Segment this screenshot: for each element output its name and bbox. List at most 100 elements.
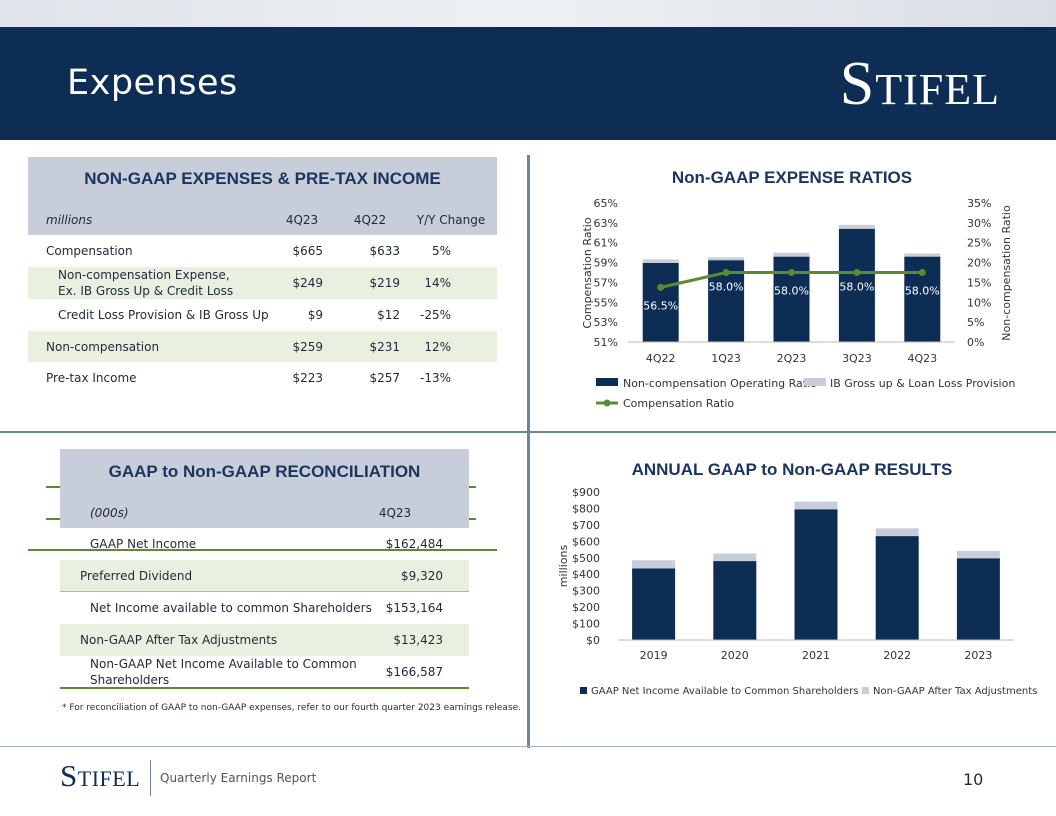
x-tick-label: 2Q23 [777,352,807,365]
cell-4q22: $12 [377,308,400,322]
top-band [0,0,1056,27]
column-header: Y/Y Change [416,213,486,227]
row-label: Preferred Dividend [80,569,193,583]
compensation-ratio-point [853,269,861,276]
data-label: 58.0% [774,285,809,298]
x-tick-label: 4Q22 [646,352,676,365]
y-tick-label: 63% [594,217,618,230]
table-row: Net Income available to common Sharehold… [60,592,469,624]
row-label: Net Income available to common Sharehold… [90,601,372,615]
cell-change: -13% [419,371,451,385]
cell-change: -25% [419,308,451,322]
bar-noncomp-ratio [642,262,679,342]
table-header: GAAP to Non-GAAP RECONCILIATION (000s) 4… [60,449,469,528]
y-tick-label: $400 [572,568,600,581]
footer-text: Quarterly Earnings Report [160,771,317,785]
bar-non-gaap-adjustment [632,560,676,569]
cell-4q22: $219 [369,276,400,290]
legend-label: Non-compensation Operating Ratio [623,377,817,390]
data-label: 56.5% [643,299,678,312]
table-header: NON-GAAP EXPENSES & PRE-TAX INCOME milli… [28,157,497,235]
bar-noncomp-ratio [904,256,941,342]
y-tick-label: $900 [572,486,600,499]
compensation-ratio-point [918,269,926,276]
y-axis-label: millions [557,545,570,588]
row-label: Non-compensation Expense, Ex. IB Gross Up… [58,268,234,298]
cell-4q22: $633 [369,244,400,258]
bar-gaap-net-income [875,536,919,640]
y-tick-label: 51% [594,336,618,349]
bar-gaap-net-income [632,568,676,640]
footer-divider [0,746,1056,747]
cell-change: 14% [424,276,451,290]
x-tick-label: 3Q23 [842,352,872,365]
table-row: Credit Loss Provision & IB Gross Up $9 $… [28,299,497,331]
bar-noncomp-ratio [708,260,745,342]
y-tick-label: 53% [594,316,618,329]
bar-ib-gross-up [838,224,875,229]
table-row: Compensation $665 $633 5% [28,235,497,267]
cell-value: $153,164 [385,601,443,615]
x-tick-label: 2020 [721,649,749,662]
row-label: Non-GAAP Net Income Available to Common S… [90,657,357,687]
vertical-divider [527,155,530,748]
column-header: 4Q23 [378,506,412,520]
table-row: Pre-tax Income $223 $257 -13% [28,362,497,394]
legend-swatch [596,378,618,386]
y2-tick-label: 15% [967,276,991,289]
bar-noncomp-ratio [838,228,875,342]
table-row: Preferred Dividend $9,320 [60,560,469,592]
row-label: GAAP Net Income [90,537,197,551]
table-title: NON-GAAP EXPENSES & PRE-TAX INCOME [84,169,441,188]
x-tick-label: 2019 [640,649,668,662]
bar-non-gaap-adjustment [794,501,838,510]
y2-axis-label: Non-compensation Ratio [1000,205,1013,341]
compensation-ratio-line [660,271,923,289]
table-row: Non-GAAP After Tax Adjustments $13,423 [60,624,469,656]
legend-swatch [804,378,826,386]
page-title: Expenses [67,63,238,103]
table-title: GAAP to Non-GAAP RECONCILIATION [108,462,421,481]
chart-title: ANNUAL GAAP to Non-GAAP RESULTS [631,460,953,479]
compensation-ratio-point [722,269,730,276]
column-header: (000s) [90,506,129,520]
cell-4q22: $257 [369,371,400,385]
bar-non-gaap-adjustment [713,553,757,562]
column-header: millions [46,213,93,227]
data-label: 58.0% [709,281,744,294]
cell-4q23: $259 [292,339,323,354]
stifel-logo: STIFEL [839,50,1000,118]
y2-tick-label: 20% [967,257,991,270]
bar-ib-gross-up [773,252,810,257]
table-row: Non-compensation Expense, Ex. IB Gross Up… [28,267,497,299]
page-number: 10 [963,770,984,789]
x-tick-label: 2022 [883,649,911,662]
y2-tick-label: 35% [967,197,991,210]
y-tick-label: $0 [586,634,600,647]
bar-ib-gross-up [642,259,679,263]
row-label: Credit Loss Provision & IB Gross Up [58,308,269,322]
compensation-ratio-point [788,269,795,276]
column-header: 4Q23 [285,213,319,227]
legend-swatch [603,399,611,407]
y2-tick-label: 25% [967,237,991,250]
legend-label: IB Gross up & Loan Loss Provision [830,377,1015,390]
table-rule [60,591,469,592]
cell-4q23: $223 [292,371,323,385]
y-tick-label: $800 [572,502,600,515]
footnote: * For reconciliation of GAAP to non-GAAP… [62,703,522,713]
y-tick-label: $200 [572,601,600,614]
legend-label: Compensation Ratio [623,397,734,410]
cell-value: $162,484 [385,537,443,551]
y-tick-label: $100 [572,618,600,631]
x-tick-label: 1Q23 [711,352,741,365]
y-tick-label: 65% [594,197,618,210]
legend-swatch [580,687,587,694]
y-axis-label: Compensation Ratio [581,217,594,328]
y2-tick-label: 10% [967,296,991,309]
bar-non-gaap-adjustment [875,528,919,537]
non-gaap-expenses-table: NON-GAAP EXPENSES & PRE-TAX INCOME milli… [28,157,497,551]
bar-non-gaap-adjustment [956,551,1000,559]
cell-change: 12% [424,339,451,354]
y-tick-label: $600 [572,535,600,548]
